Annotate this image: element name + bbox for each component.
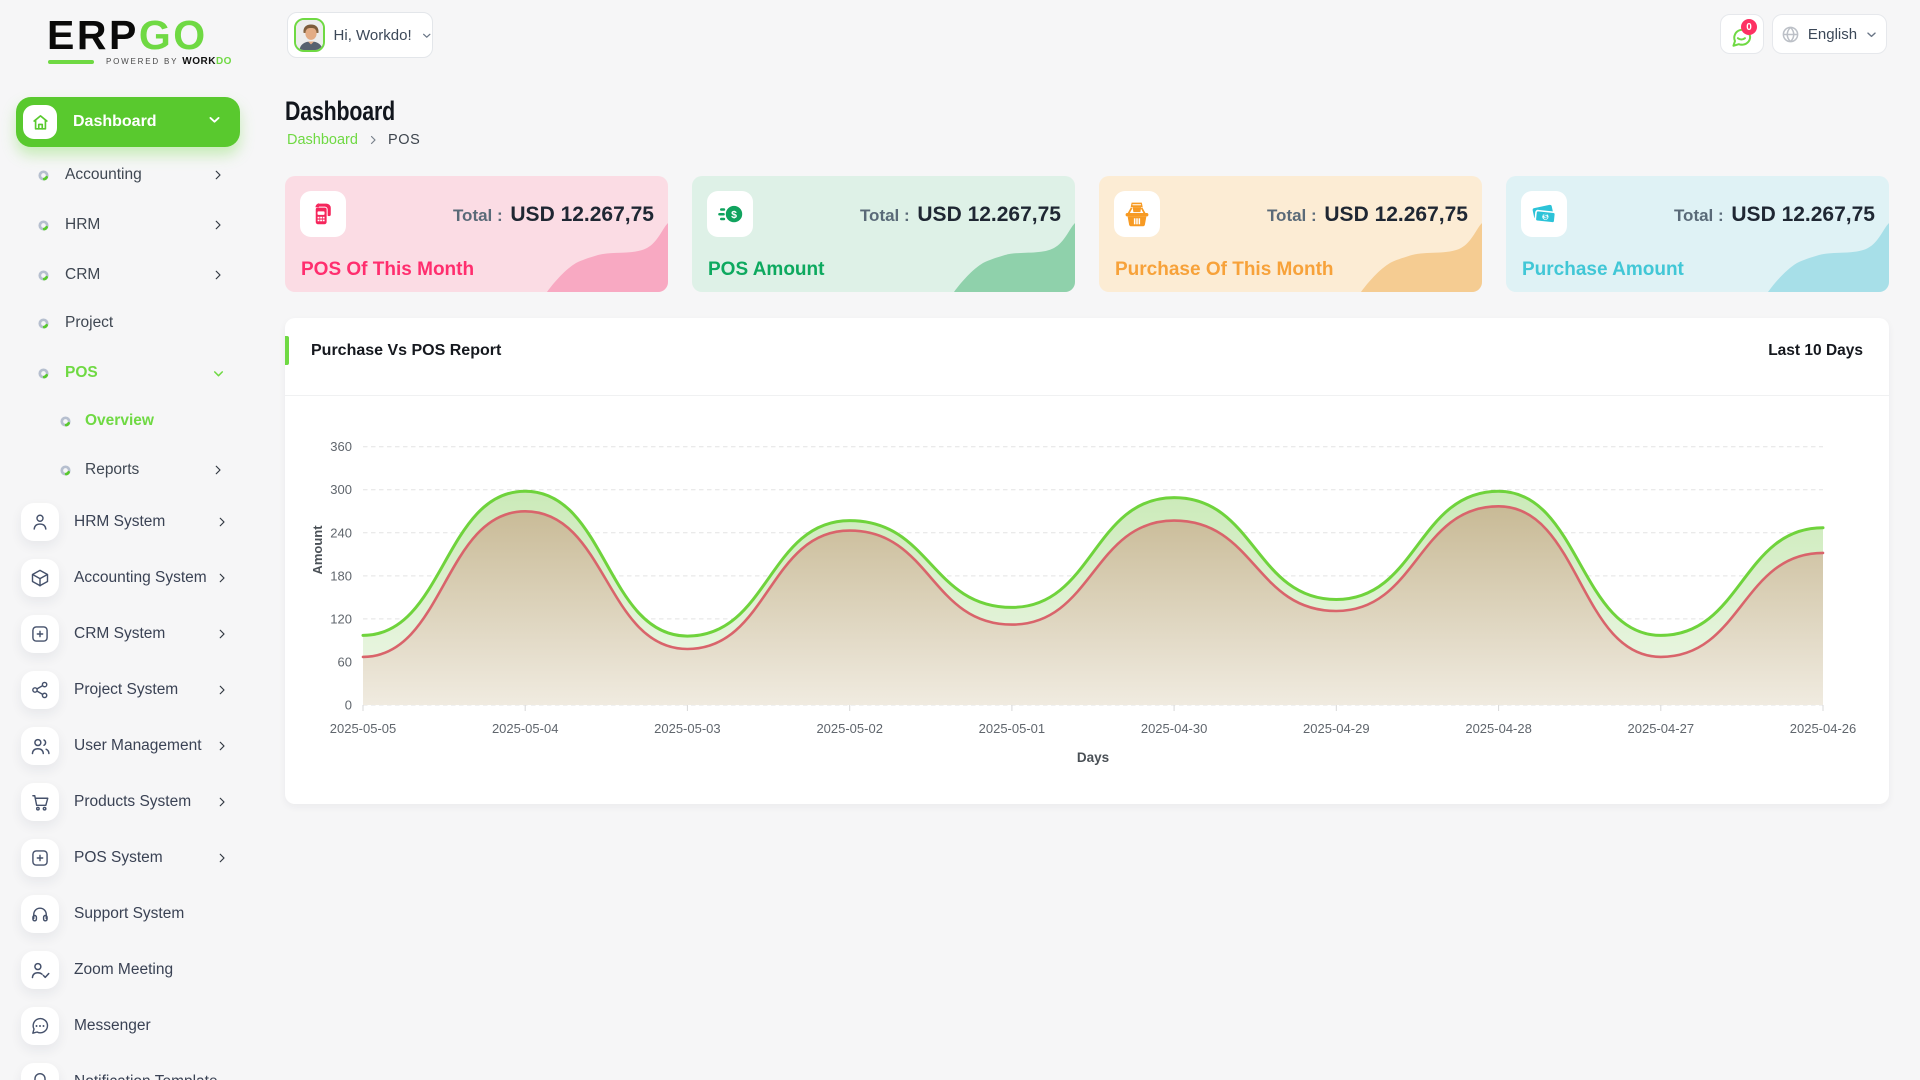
svg-text:120: 120 bbox=[330, 611, 352, 626]
svg-text:2025-04-30: 2025-04-30 bbox=[1141, 721, 1208, 736]
svg-text:2025-04-29: 2025-04-29 bbox=[1303, 721, 1370, 736]
svg-text:360: 360 bbox=[330, 439, 352, 454]
svg-text:2025-04-28: 2025-04-28 bbox=[1465, 721, 1532, 736]
svg-text:60: 60 bbox=[338, 654, 352, 669]
svg-text:2025-05-05: 2025-05-05 bbox=[330, 721, 397, 736]
svg-text:2025-04-27: 2025-04-27 bbox=[1628, 721, 1695, 736]
svg-text:2025-05-01: 2025-05-01 bbox=[979, 721, 1046, 736]
svg-text:2025-05-04: 2025-05-04 bbox=[492, 721, 558, 736]
svg-text:2025-05-02: 2025-05-02 bbox=[816, 721, 883, 736]
svg-text:300: 300 bbox=[330, 482, 352, 497]
svg-text:180: 180 bbox=[330, 568, 352, 583]
svg-text:$: $ bbox=[1543, 212, 1548, 221]
svg-text:2025-04-26: 2025-04-26 bbox=[1790, 721, 1857, 736]
svg-text:2025-05-03: 2025-05-03 bbox=[654, 721, 721, 736]
svg-text:Days: Days bbox=[1077, 750, 1109, 765]
svg-text:Amount: Amount bbox=[310, 525, 325, 575]
svg-text:240: 240 bbox=[330, 525, 352, 540]
svg-text:0: 0 bbox=[345, 698, 352, 713]
svg-text:$: $ bbox=[731, 209, 737, 221]
